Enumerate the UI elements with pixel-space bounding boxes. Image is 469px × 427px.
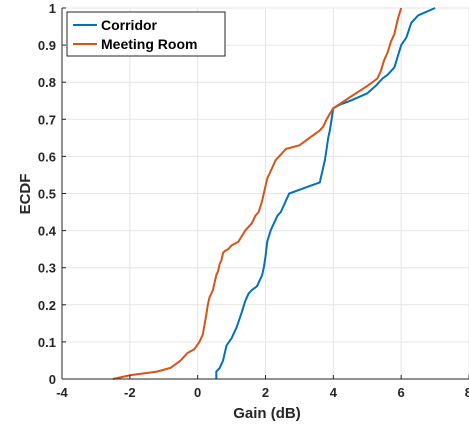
y-tick-label: 0.3	[38, 261, 56, 276]
x-tick-label: 8	[465, 385, 469, 400]
legend-label-corridor: Corridor	[101, 17, 158, 33]
x-tick-label: 0	[194, 385, 201, 400]
y-tick-label: 1	[49, 1, 56, 16]
series-line-corridor	[215, 7, 436, 379]
y-tick-label: 0.6	[38, 149, 56, 164]
series-line-meeting-room	[112, 7, 403, 380]
x-tick-label: 2	[262, 385, 269, 400]
y-tick-label: 0.9	[38, 38, 56, 53]
y-axis-title: ECDF	[17, 174, 34, 215]
y-tick-labels: 0 0.1 0.2 0.3 0.4 0.5 0.6 0.7 0.8 0.9 1	[38, 1, 66, 387]
x-tick-label: -4	[56, 385, 68, 400]
grid-lines	[61, 7, 469, 380]
y-tick-label: 0.2	[38, 298, 56, 313]
y-tick-label: 0.5	[38, 187, 56, 202]
y-tick-label: 0.4	[38, 224, 57, 239]
legend: Corridor Meeting Room	[66, 11, 226, 57]
x-tick-label: 4	[330, 385, 338, 400]
y-tick-label: 0	[49, 372, 56, 387]
x-axis-title: Gain (dB)	[233, 405, 301, 422]
y-tick-label: 0.1	[38, 335, 56, 350]
y-tick-label: 0.7	[38, 112, 56, 127]
series-layer	[112, 7, 436, 380]
legend-box	[66, 11, 226, 57]
legend-label-meeting-room: Meeting Room	[101, 36, 197, 52]
y-tick-label: 0.8	[38, 75, 56, 90]
x-tick-label: 6	[398, 385, 405, 400]
x-tick-label: -2	[124, 385, 136, 400]
x-tick-labels: -4 -2 0 2 4 6 8	[56, 375, 469, 400]
